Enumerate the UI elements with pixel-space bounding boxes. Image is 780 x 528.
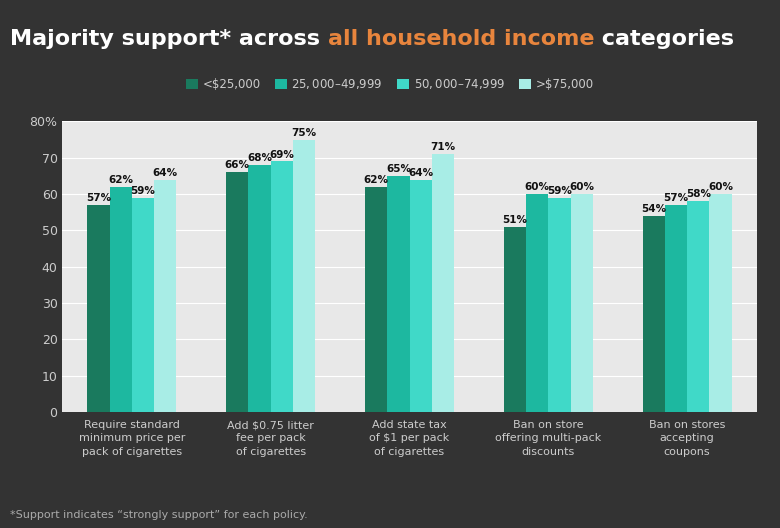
Text: 66%: 66% xyxy=(225,161,250,171)
Text: 64%: 64% xyxy=(153,168,178,178)
Bar xyxy=(431,154,454,412)
Text: 51%: 51% xyxy=(502,215,527,225)
Text: 60%: 60% xyxy=(525,182,550,192)
Bar xyxy=(709,194,732,412)
Bar xyxy=(643,216,665,412)
Text: 59%: 59% xyxy=(130,186,155,196)
Bar xyxy=(271,162,292,412)
Text: 65%: 65% xyxy=(386,164,411,174)
Text: 60%: 60% xyxy=(569,182,594,192)
Bar xyxy=(154,180,176,412)
Text: 60%: 60% xyxy=(708,182,733,192)
Text: 62%: 62% xyxy=(108,175,133,185)
Text: 54%: 54% xyxy=(641,204,666,214)
Legend: <$25,000, $25,000–$49,999, $50,000–$74,999, >$75,000: <$25,000, $25,000–$49,999, $50,000–$74,9… xyxy=(186,77,594,91)
Bar xyxy=(292,139,315,412)
Text: 59%: 59% xyxy=(547,186,572,196)
Text: 57%: 57% xyxy=(664,193,689,203)
Text: 57%: 57% xyxy=(86,193,111,203)
Text: 71%: 71% xyxy=(431,142,456,152)
Bar xyxy=(388,176,410,412)
Bar xyxy=(110,187,132,412)
Text: Majority support* across: Majority support* across xyxy=(10,29,328,49)
Bar xyxy=(410,180,431,412)
Text: all household income: all household income xyxy=(328,29,594,49)
Bar xyxy=(687,201,709,412)
Bar xyxy=(249,165,271,412)
Bar xyxy=(365,187,388,412)
Text: categories: categories xyxy=(594,29,735,49)
Bar xyxy=(132,197,154,412)
Text: 64%: 64% xyxy=(408,168,433,178)
Bar xyxy=(226,172,249,412)
Bar xyxy=(87,205,110,412)
Text: 75%: 75% xyxy=(292,128,317,138)
Text: 62%: 62% xyxy=(363,175,388,185)
Text: 69%: 69% xyxy=(269,149,294,159)
Bar xyxy=(548,197,570,412)
Bar xyxy=(570,194,593,412)
Text: 58%: 58% xyxy=(686,190,711,200)
Bar xyxy=(526,194,548,412)
Text: *Support indicates “strongly support” for each policy.: *Support indicates “strongly support” fo… xyxy=(10,510,308,520)
Text: 68%: 68% xyxy=(247,153,272,163)
Bar xyxy=(665,205,687,412)
Bar xyxy=(504,227,526,412)
